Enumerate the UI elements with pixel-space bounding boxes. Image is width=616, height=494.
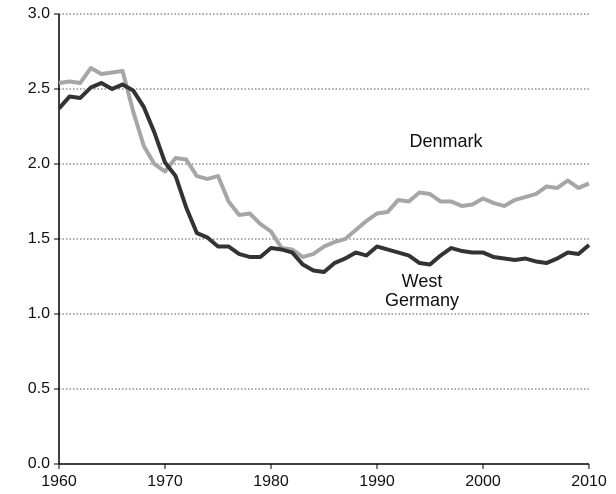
series-label: West Germany	[385, 271, 459, 310]
y-tick-label: 2.5	[28, 80, 50, 97]
x-tick-label: 2000	[465, 473, 501, 490]
x-tick-label: 2010	[571, 473, 607, 490]
series-label: Denmark	[409, 131, 483, 151]
y-tick-label: 1.0	[28, 305, 50, 322]
y-tick-label: 3.0	[28, 5, 50, 22]
y-tick-label: 2.0	[28, 155, 50, 172]
y-tick-label: 0.5	[28, 380, 50, 397]
series-line	[58, 66, 590, 259]
x-tick-label: 1960	[41, 473, 77, 490]
y-tick-label: 0.0	[28, 455, 50, 472]
x-tick-label: 1970	[147, 473, 183, 490]
y-tick-label: 1.5	[28, 230, 50, 247]
x-tick-label: 1990	[359, 473, 395, 490]
x-tick-label: 1980	[253, 473, 289, 490]
series-line	[57, 81, 591, 274]
